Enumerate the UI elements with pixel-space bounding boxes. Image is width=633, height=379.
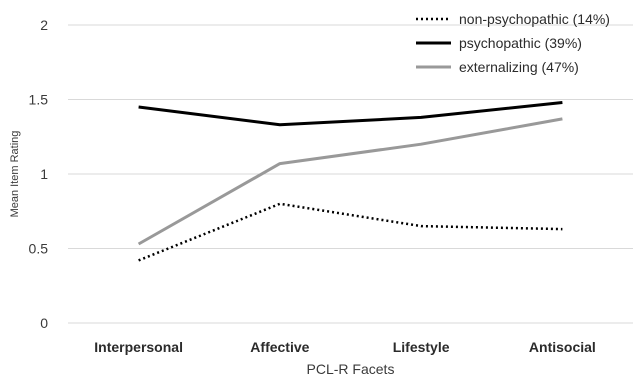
y-tick-label: 0 (40, 315, 48, 331)
x-tick-label: Antisocial (529, 339, 596, 355)
x-tick-label: Affective (250, 339, 309, 355)
y-tick-label: 0.5 (29, 241, 49, 257)
x-tick-label: Lifestyle (393, 339, 450, 355)
y-tick-label: 1.5 (29, 92, 49, 108)
series-line-0 (138, 202, 563, 262)
series-line-2 (137, 117, 563, 246)
x-axis-label: PCL-R Facets (307, 361, 395, 377)
x-axis-ticks: Interpersonal Affective Lifestyle Antisocia… (94, 339, 596, 355)
series-line-1 (138, 101, 563, 127)
legend: non-psychopathic (14%) psychopathic (39%)… (416, 11, 610, 75)
legend-label: psychopathic (39%) (459, 35, 582, 51)
series-lines (137, 101, 563, 262)
y-tick-label: 1 (40, 166, 48, 182)
legend-label: non-psychopathic (14%) (459, 11, 610, 27)
y-tick-label: 2 (40, 17, 48, 33)
y-axis-label: Mean Item Rating (9, 131, 21, 218)
gridlines (68, 24, 633, 324)
x-tick-label: Interpersonal (94, 339, 183, 355)
y-axis-ticks: 0 0.5 1 1.5 2 (29, 17, 49, 331)
legend-label: externalizing (47%) (459, 59, 579, 75)
